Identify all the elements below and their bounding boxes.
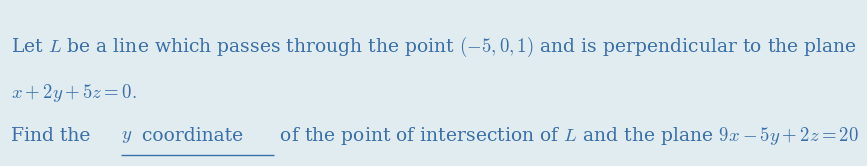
Text: Find the: Find the [11,127,96,145]
Text: coordinate: coordinate [136,127,243,145]
Text: of the point of intersection of $\mathit{L}$ and the plane $9x-5y+2z=20$: of the point of intersection of $\mathit… [274,125,859,147]
Text: $x+2y+5z=0.$: $x+2y+5z=0.$ [11,82,137,104]
Text: $y$: $y$ [121,127,133,145]
Text: Let $\mathit{L}$ be a line which passes through the point $(-5,0,1)$ and is perp: Let $\mathit{L}$ be a line which passes … [11,34,857,59]
